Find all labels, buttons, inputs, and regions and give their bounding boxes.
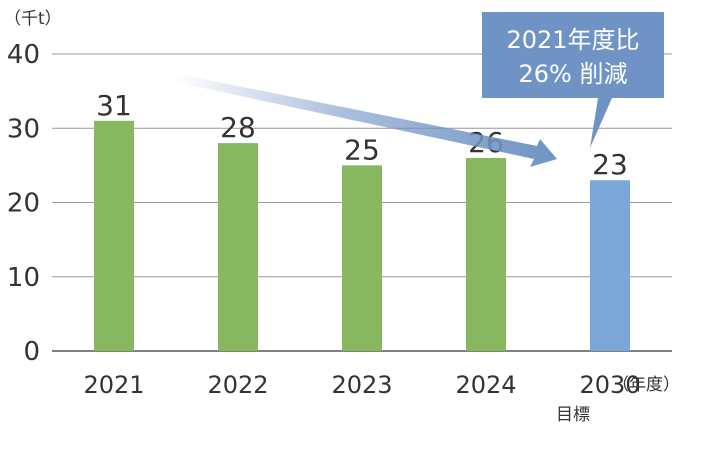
x-tick-label: 2030 [579, 371, 640, 399]
y-unit-label: （千t） [4, 9, 62, 29]
y-tick-label: 20 [7, 189, 40, 219]
x-tick-label: 2023 [331, 371, 392, 399]
y-tick-label: 10 [7, 263, 40, 293]
y-tick-label: 40 [7, 40, 40, 70]
y-tick-label: 30 [7, 114, 40, 144]
bars [94, 120, 630, 351]
x-tick-label: 2021 [83, 371, 144, 399]
x-tick-label: 2024 [455, 371, 516, 399]
bar [342, 165, 382, 351]
trend-arrow [175, 74, 557, 167]
x-tick-labels: 2021 2022 2023 2024 2030 [83, 371, 640, 399]
year-suffix-label: （年度） [612, 375, 680, 395]
value-label: 23 [592, 148, 628, 181]
bar [94, 120, 134, 351]
reduction-callout: 2021年度比 26% 削減 [482, 12, 664, 148]
bar [218, 143, 258, 351]
bar-target [590, 180, 630, 351]
callout-line-1: 2021年度比 [506, 26, 639, 54]
value-label: 28 [220, 111, 256, 144]
target-note-label: 目標 [556, 405, 590, 425]
value-label: 25 [344, 133, 380, 166]
x-tick-label: 2022 [207, 371, 268, 399]
callout-box [482, 12, 664, 148]
callout-line-2: 26% 削減 [519, 60, 628, 88]
bar [466, 157, 506, 351]
y-tick-labels: 0 10 20 30 40 [7, 40, 40, 367]
value-label: 31 [96, 89, 132, 122]
trend-arrow-shape [175, 74, 557, 167]
y-tick-label: 0 [23, 337, 40, 367]
